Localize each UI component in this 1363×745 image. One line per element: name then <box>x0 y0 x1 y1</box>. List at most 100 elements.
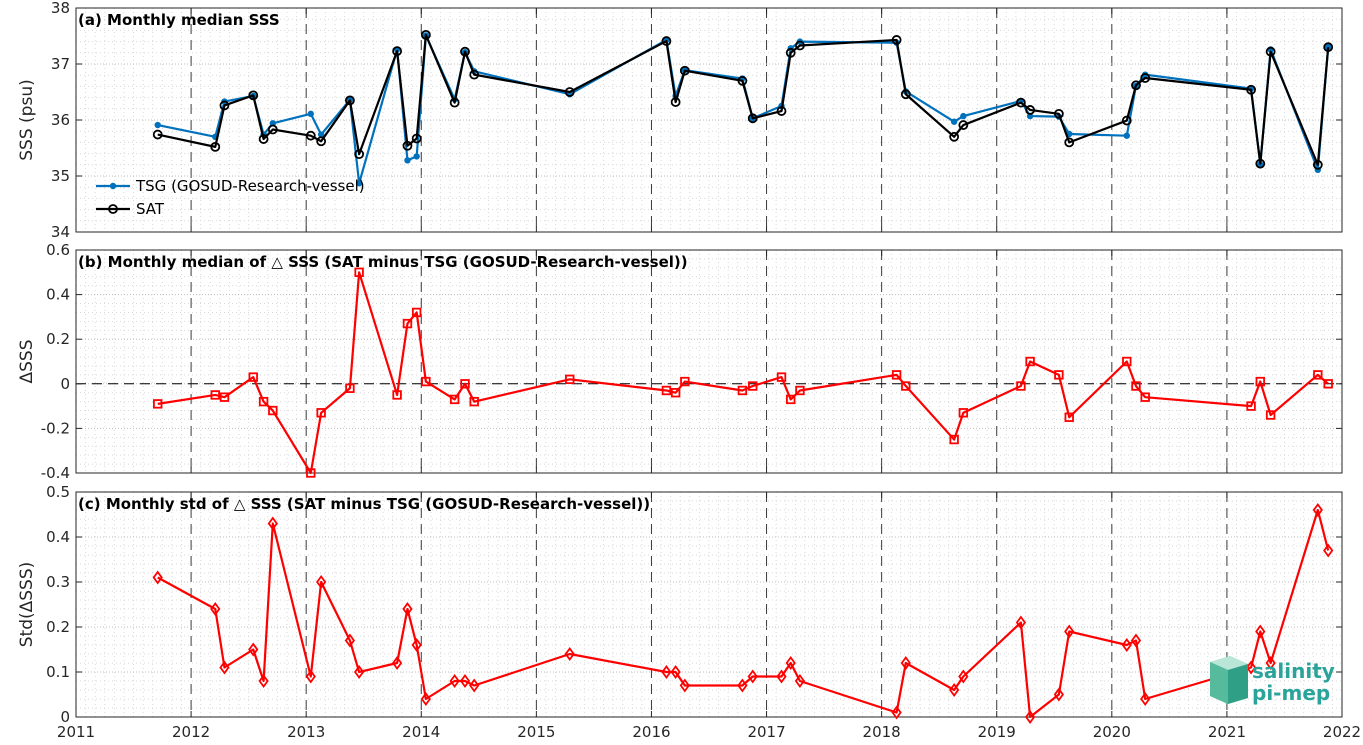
data-point <box>449 97 460 108</box>
data-point <box>1121 115 1132 126</box>
data-point <box>392 46 403 57</box>
data-point <box>949 682 960 698</box>
data-point <box>210 390 220 400</box>
data-point <box>1246 84 1256 95</box>
data-point <box>958 669 969 684</box>
data-point <box>1123 132 1130 139</box>
x-tick-label: 2015 <box>517 723 555 741</box>
data-point <box>248 372 258 382</box>
panel-title: (a) Monthly median SSS <box>78 11 280 29</box>
data-point <box>1025 105 1036 115</box>
data-point <box>960 112 967 120</box>
data-point <box>219 660 230 675</box>
data-point <box>413 153 420 160</box>
data-point <box>679 65 690 76</box>
y-tick-label: 0 <box>60 708 70 726</box>
logo-line2: pi-mep <box>1252 681 1330 705</box>
data-point <box>1015 97 1026 108</box>
data-point <box>258 396 269 407</box>
data-point <box>411 637 422 653</box>
legend-label: SAT <box>136 200 165 218</box>
data-point <box>785 47 796 58</box>
data-point <box>1265 46 1276 57</box>
data-point <box>307 110 314 118</box>
data-point <box>680 376 690 387</box>
data-point <box>1016 381 1026 391</box>
data-point <box>305 669 316 684</box>
legend-marker <box>108 204 118 214</box>
legend-marker <box>109 182 117 190</box>
data-point <box>564 646 575 662</box>
data-point <box>748 381 758 391</box>
data-point <box>152 570 163 585</box>
data-point <box>785 655 796 671</box>
series-line-2 <box>157 33 1330 166</box>
logo-line1: salinity <box>1252 659 1335 683</box>
data-point <box>469 69 480 80</box>
y-tick-label: 0.5 <box>46 483 70 501</box>
data-point <box>1255 624 1266 639</box>
y-tick-label: 35 <box>51 167 70 185</box>
data-point <box>794 673 806 689</box>
data-point <box>267 516 278 531</box>
data-point <box>1265 655 1276 671</box>
data-point <box>670 97 681 107</box>
y-tick-label: 0.2 <box>46 330 70 348</box>
x-tick-label: 2020 <box>1093 723 1131 741</box>
data-point <box>900 655 911 671</box>
data-point <box>420 691 431 707</box>
data-point <box>1140 691 1151 707</box>
x-tick-label: 2016 <box>632 723 670 741</box>
x-tick-label: 2022 <box>1323 723 1361 741</box>
data-point <box>460 46 470 57</box>
data-point <box>421 376 431 387</box>
data-point <box>420 29 431 40</box>
data-point <box>795 385 805 396</box>
y-tick-label: 37 <box>51 55 70 73</box>
data-point <box>661 36 672 46</box>
panel-title: (b) Monthly median of △ SSS (SAT minus T… <box>78 253 688 271</box>
axes-box <box>75 491 1343 718</box>
data-point <box>1131 381 1141 391</box>
data-point <box>949 131 960 142</box>
data-point <box>1130 633 1142 648</box>
data-point <box>1024 709 1036 725</box>
data-point <box>1121 637 1132 653</box>
data-point <box>1054 370 1064 380</box>
y-tick-label: 0.1 <box>46 663 70 681</box>
data-point <box>316 136 327 147</box>
y-tick-label: 0.4 <box>46 286 70 304</box>
data-point <box>152 129 163 140</box>
data-point <box>355 180 363 187</box>
data-point <box>402 140 413 151</box>
data-point <box>737 385 748 396</box>
data-point <box>795 40 805 51</box>
y-tick-label: 0.4 <box>46 528 70 546</box>
data-point <box>469 396 479 407</box>
data-point <box>459 673 471 689</box>
data-point <box>1323 42 1334 53</box>
data-point <box>1064 624 1075 639</box>
data-point <box>737 75 748 86</box>
data-point <box>391 655 403 671</box>
series-line-1 <box>157 271 1329 475</box>
data-point <box>345 383 355 393</box>
data-point <box>402 601 413 617</box>
data-point <box>901 381 911 391</box>
data-point <box>1064 137 1075 148</box>
data-point <box>268 405 278 416</box>
data-point <box>305 130 316 141</box>
y-axis-label: Std(ΔSSS) <box>17 562 37 648</box>
data-point <box>1265 410 1276 420</box>
y-tick-label: 0.2 <box>46 618 70 636</box>
data-point <box>404 157 411 164</box>
data-point <box>345 95 355 106</box>
y-tick-label: 0 <box>60 375 70 393</box>
data-point <box>460 379 470 389</box>
data-point <box>219 100 230 111</box>
salinity-pi-mep-logo: salinity pi-mep <box>1210 656 1335 705</box>
data-point <box>891 705 902 720</box>
panel-1: 34 35 36 37 38 SSS (psu) (a) Monthly median SS… <box>17 0 1343 241</box>
data-point <box>1312 159 1323 170</box>
x-tick-label: 2013 <box>287 723 325 741</box>
